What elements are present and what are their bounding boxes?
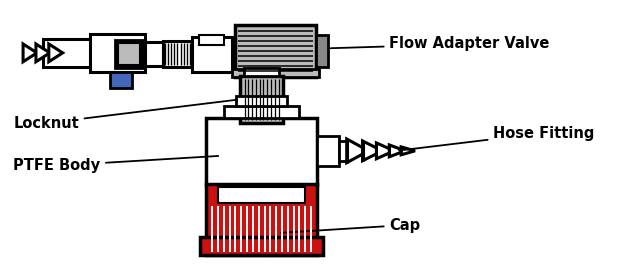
Polygon shape <box>23 44 37 62</box>
Polygon shape <box>376 143 394 159</box>
Bar <box>236 96 287 106</box>
Polygon shape <box>362 141 382 161</box>
Polygon shape <box>49 44 63 62</box>
Bar <box>339 141 347 161</box>
Bar <box>232 69 319 77</box>
Bar <box>193 37 232 72</box>
Polygon shape <box>347 139 369 163</box>
Polygon shape <box>401 147 415 155</box>
Text: PTFE Body: PTFE Body <box>13 156 218 173</box>
Bar <box>218 188 305 203</box>
Bar <box>163 41 193 67</box>
Bar <box>118 43 140 65</box>
Polygon shape <box>389 145 405 157</box>
Bar <box>316 35 328 67</box>
Bar <box>235 25 316 77</box>
Bar <box>145 42 163 66</box>
Text: Flow Adapter Valve: Flow Adapter Valve <box>331 36 550 51</box>
Bar <box>224 106 300 118</box>
Bar <box>206 118 317 185</box>
Bar <box>317 136 339 166</box>
Polygon shape <box>36 44 50 62</box>
Bar <box>240 76 284 123</box>
Bar <box>115 40 143 68</box>
Text: Locknut: Locknut <box>13 100 237 131</box>
Bar <box>43 39 108 67</box>
Bar <box>110 72 132 89</box>
Bar <box>199 35 224 45</box>
Bar <box>90 34 145 72</box>
Bar <box>244 68 280 76</box>
Text: Hose Fitting: Hose Fitting <box>399 125 595 150</box>
Text: Cap: Cap <box>281 218 420 233</box>
Bar <box>206 183 317 255</box>
Bar <box>200 237 323 255</box>
